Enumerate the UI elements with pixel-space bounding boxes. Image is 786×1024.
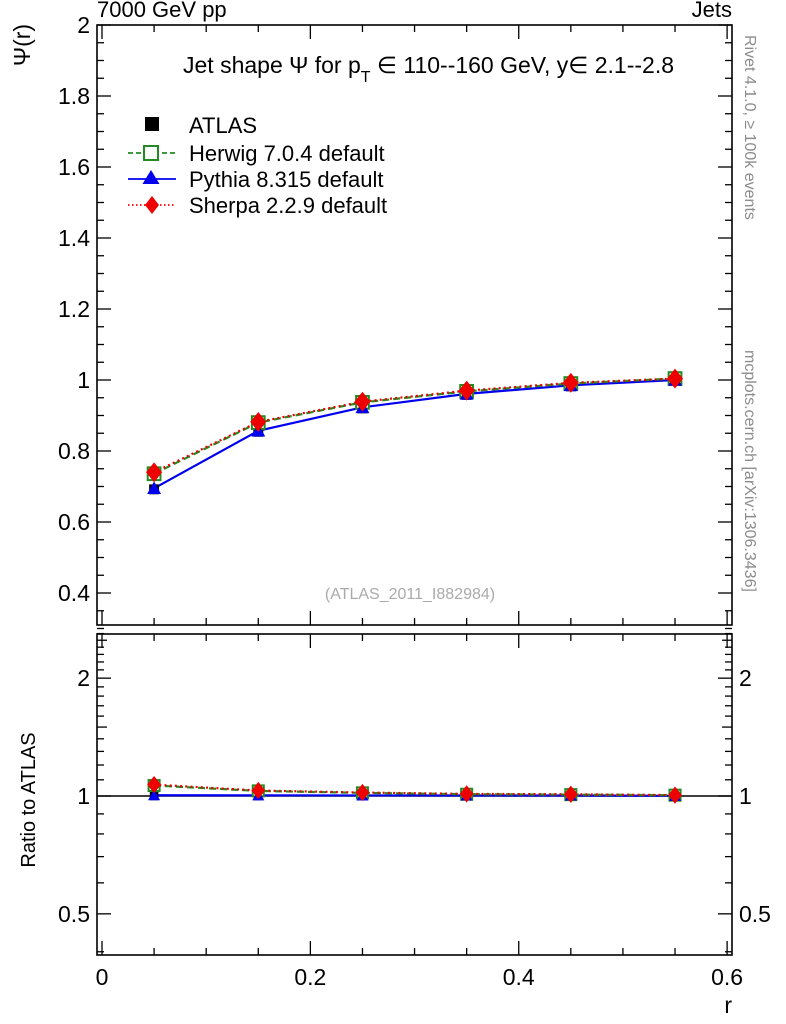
svg-text:Ratio to ATLAS: Ratio to ATLAS <box>18 732 40 867</box>
svg-text:Pythia 8.315 default: Pythia 8.315 default <box>189 167 383 192</box>
svg-text:0.4: 0.4 <box>503 964 535 990</box>
svg-text:Sherpa 2.2.9 default: Sherpa 2.2.9 default <box>189 193 387 218</box>
svg-text:2: 2 <box>77 665 90 691</box>
svg-text:1.8: 1.8 <box>58 83 90 109</box>
svg-text:Rivet 4.1.0, ≥ 100k events: Rivet 4.1.0, ≥ 100k events <box>741 35 758 220</box>
svg-text:1.2: 1.2 <box>58 296 90 322</box>
svg-text:0.5: 0.5 <box>739 901 771 927</box>
svg-text:(ATLAS_2011_I882984): (ATLAS_2011_I882984) <box>325 586 495 603</box>
svg-text:0.8: 0.8 <box>58 438 90 464</box>
svg-text:1.4: 1.4 <box>58 225 90 251</box>
svg-text:1: 1 <box>77 783 90 809</box>
svg-text:1: 1 <box>739 783 752 809</box>
svg-text:Ψ(r): Ψ(r) <box>9 24 35 66</box>
svg-text:Herwig 7.0.4 default: Herwig 7.0.4 default <box>189 141 385 166</box>
svg-text:0.2: 0.2 <box>294 964 326 990</box>
svg-text:0.6: 0.6 <box>711 964 743 990</box>
svg-text:0: 0 <box>96 964 109 990</box>
svg-text:2: 2 <box>77 12 90 38</box>
svg-text:0.4: 0.4 <box>58 580 90 606</box>
svg-text:0.5: 0.5 <box>58 901 90 927</box>
svg-text:0.6: 0.6 <box>58 509 90 535</box>
svg-text:2: 2 <box>739 665 752 691</box>
svg-text:mcplots.cern.ch [arXiv:1306.34: mcplots.cern.ch [arXiv:1306.3436] <box>741 350 758 592</box>
svg-text:ATLAS: ATLAS <box>189 113 257 138</box>
svg-text:r: r <box>724 992 732 1018</box>
svg-text:1: 1 <box>77 367 90 393</box>
svg-text:7000 GeV pp: 7000 GeV pp <box>97 0 227 22</box>
svg-text:Jets: Jets <box>692 0 732 22</box>
svg-text:1.6: 1.6 <box>58 154 90 180</box>
